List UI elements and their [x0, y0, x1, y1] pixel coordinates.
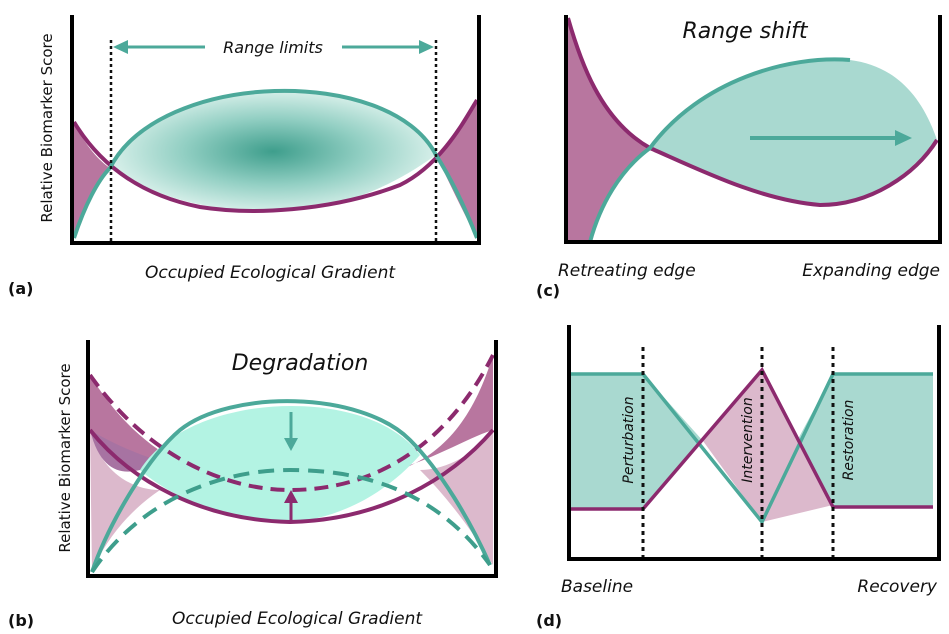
panel-c-title: Range shift — [682, 19, 808, 44]
panel-b-down-arrow-head — [284, 438, 298, 451]
panel-a-right-purple-fill — [436, 100, 477, 238]
panel-b-mint-area — [140, 406, 420, 522]
panel-c-teal-area — [650, 59, 937, 205]
panel-d-teal-line — [571, 372, 933, 526]
panel-d-stage-perturbation: Perturbation — [621, 396, 637, 483]
panel-a-xlabel: Occupied Ecological Gradient — [145, 263, 396, 283]
panel-c: Range shift Retreating edge Expanding ed… — [536, 15, 942, 300]
panel-d-letter: (d) — [536, 611, 562, 630]
panel-c-right-label: Expanding edge — [802, 261, 940, 281]
panel-c-teal-curve — [588, 57, 851, 243]
panel-d-left-label: Baseline — [561, 577, 633, 597]
panel-c-letter: (c) — [536, 281, 560, 300]
panel-c-arrow-head — [895, 130, 912, 146]
panel-d-teal-block-left — [571, 374, 703, 509]
panel-b: Degradation Relative Biomarker Score Occ… — [8, 340, 498, 630]
panel-b-teal-curve — [90, 399, 492, 573]
panel-d-stage-intervention: Intervention — [740, 397, 756, 482]
panel-d: Perturbation Intervention Restoration Ba… — [536, 325, 941, 630]
panel-c-purple-fill — [568, 18, 650, 240]
panel-d-right-label: Recovery — [857, 577, 938, 597]
panel-b-up-arrow-head — [284, 490, 298, 503]
panel-b-letter: (b) — [8, 611, 34, 630]
panel-b-purple-dashed-curve — [88, 354, 495, 493]
panel-d-purple-diamond — [703, 370, 833, 522]
panel-d-stage-restoration: Restoration — [841, 400, 857, 481]
panel-a-ylabel: Relative Biomarker Score — [38, 33, 56, 222]
panel-a-teal-curve — [72, 88, 479, 239]
panel-d-purple-line — [571, 366, 933, 511]
panel-c-purple-curve — [566, 17, 939, 208]
panel-a-arrow-left-head — [113, 40, 128, 54]
panel-b-teal-dashed-curve — [90, 467, 492, 574]
panel-c-left-label: Retreating edge — [558, 261, 696, 281]
panel-b-title: Degradation — [232, 351, 369, 376]
panel-b-xlabel: Occupied Ecological Gradient — [172, 609, 423, 629]
panel-a-letter: (a) — [8, 279, 33, 298]
panel-b-ylabel: Relative Biomarker Score — [56, 363, 74, 552]
panel-d-teal-block-right — [797, 374, 933, 507]
panel-a-teal-area — [110, 90, 436, 212]
panel-a-annotation: Range limits — [223, 38, 323, 57]
panel-a: Range limits Relative Biomarker Score Oc… — [8, 15, 481, 298]
panel-a-purple-curve — [72, 98, 479, 213]
panel-a-arrow-right-head — [419, 40, 434, 54]
panel-b-left-mid-fill — [90, 430, 230, 480]
panel-b-purple-curve — [88, 428, 495, 525]
